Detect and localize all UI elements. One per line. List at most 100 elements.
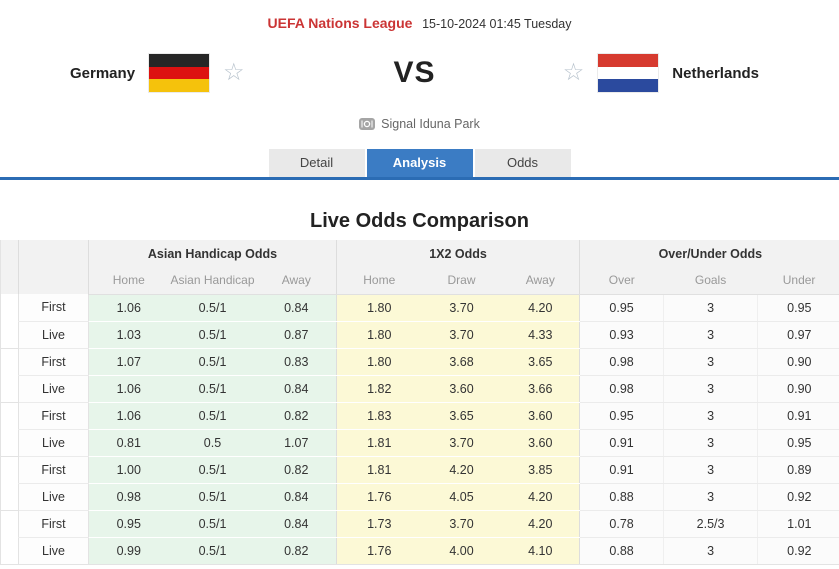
live-odds-table: Asian Handicap Odds 1X2 Odds Over/Under …: [0, 240, 839, 565]
away-favorite-star-icon[interactable]: ☆: [562, 59, 585, 86]
odds-value: 0.95: [579, 294, 665, 322]
col-1x2-away: Away: [501, 267, 580, 295]
teams-row: Germany ☆ VS ☆ Netherlands: [0, 51, 839, 95]
odds-value: 3.65: [501, 348, 580, 376]
bookmaker-cell: [0, 348, 19, 403]
odds-value: 0.95: [757, 429, 839, 457]
row-type-header: [18, 240, 89, 294]
odds-value: 3: [663, 456, 759, 484]
odds-row-live: Live 0.81 0.5 1.07 1.81 3.70 3.60 0.91 3 0.95: [1, 429, 839, 457]
row-type-label: First: [18, 456, 89, 484]
tab-bar: Detail Analysis Odds: [0, 149, 839, 177]
odds-value: 1.00: [88, 456, 169, 484]
col-1x2-home: Home: [336, 267, 422, 295]
stadium-icon: [359, 117, 376, 131]
group-header-asian-handicap: Asian Handicap Odds: [88, 240, 337, 267]
col-ou-goals: Goals: [663, 267, 758, 295]
odds-value: 1.80: [336, 348, 422, 376]
odds-value: 1.06: [88, 375, 169, 403]
odds-value: 1.76: [336, 483, 422, 511]
odds-value: 0.5/1: [168, 294, 257, 322]
odds-row-first: First 1.06 0.5/1 0.82 1.83 3.65 3.60 0.95 3 0.91: [0, 402, 839, 457]
odds-value: 0.98: [88, 483, 169, 511]
odds-value: 1.73: [336, 510, 422, 538]
odds-value: 3.70: [421, 294, 502, 322]
col-ah-handicap: Asian Handicap: [168, 267, 257, 295]
odds-value: 0.84: [256, 483, 337, 511]
odds-value: 4.20: [501, 510, 580, 538]
home-team: Germany ☆: [70, 54, 245, 93]
row-type-label: First: [18, 294, 89, 322]
odds-value: 3.70: [421, 321, 502, 349]
sub-header-row: Home Asian Handicap Away Home Draw Away …: [1, 267, 839, 295]
odds-value: 0.95: [757, 294, 839, 322]
odds-value: 0.78: [579, 510, 665, 538]
odds-value: 0.5: [168, 429, 257, 457]
odds-value: 0.91: [757, 402, 839, 430]
tab-analysis[interactable]: Analysis: [366, 149, 473, 177]
tab-divider: [0, 177, 839, 180]
bookmaker-cell: [0, 402, 19, 457]
odds-value: 4.00: [421, 537, 502, 565]
bookmaker-header: [0, 240, 19, 294]
odds-row-live: Live 1.06 0.5/1 0.84 1.82 3.60 3.66 0.98 3 0.90: [1, 375, 839, 403]
odds-value: 3.66: [501, 375, 580, 403]
home-favorite-star-icon[interactable]: ☆: [223, 59, 245, 86]
odds-value: 1.83: [336, 402, 422, 430]
odds-value: 1.06: [88, 294, 169, 322]
col-ah-home: Home: [88, 267, 169, 295]
odds-value: 1.07: [88, 348, 169, 376]
vs-label: VS: [393, 56, 436, 89]
odds-value: 0.90: [757, 375, 839, 403]
odds-value: 0.84: [256, 375, 337, 403]
tab-detail[interactable]: Detail: [268, 149, 365, 177]
row-type-label: Live: [18, 375, 89, 403]
odds-value: 0.99: [88, 537, 169, 565]
odds-value: 0.5/1: [168, 348, 257, 376]
odds-value: 0.87: [256, 321, 337, 349]
odds-value: 0.82: [256, 402, 337, 430]
group-header-over-under: Over/Under Odds: [579, 240, 839, 267]
odds-value: 0.98: [579, 348, 665, 376]
odds-value: 3.60: [421, 375, 502, 403]
row-type-label: First: [18, 402, 89, 430]
odds-value: 1.82: [336, 375, 422, 403]
odds-row-first: First 0.95 0.5/1 0.84 1.73 3.70 4.20 0.78 2.5/3 1…: [0, 510, 839, 565]
section-title: Live Odds Comparison: [310, 210, 529, 232]
netherlands-flag-icon: [598, 54, 659, 93]
odds-row-live: Live 0.98 0.5/1 0.84 1.76 4.05 4.20 0.88 3 0.92: [1, 483, 839, 511]
odds-value: 3: [663, 294, 759, 322]
away-team-name: Netherlands: [672, 64, 759, 82]
row-type-label: Live: [18, 537, 89, 565]
row-type-label: Live: [18, 483, 89, 511]
odds-value: 0.90: [757, 348, 839, 376]
odds-table-body: First 1.06 0.5/1 0.84 1.80 3.70 4.20 0.95 3 0.95 L…: [0, 294, 839, 565]
odds-value: 4.20: [501, 483, 580, 511]
odds-value: 1.03: [88, 321, 169, 349]
odds-value: 3: [663, 537, 759, 565]
col-ou-under: Under: [757, 267, 839, 295]
odds-value: 2.5/3: [663, 510, 759, 538]
odds-value: 0.88: [579, 537, 665, 565]
odds-value: 0.92: [757, 483, 839, 511]
odds-value: 0.5/1: [168, 321, 257, 349]
odds-value: 3: [663, 402, 759, 430]
odds-value: 0.84: [256, 294, 337, 322]
col-ah-away: Away: [256, 267, 337, 295]
bookmaker-cell: [0, 456, 19, 511]
odds-value: 3.70: [421, 429, 502, 457]
row-type-label: First: [18, 348, 89, 376]
odds-value: 3: [663, 375, 759, 403]
odds-row-live: Live 0.99 0.5/1 0.82 1.76 4.00 4.10 0.88 3 0.92: [1, 537, 839, 565]
odds-value: 4.20: [421, 456, 502, 484]
bookmaker-cell: [0, 510, 19, 565]
odds-value: 3.65: [421, 402, 502, 430]
odds-value: 0.98: [579, 375, 665, 403]
tab-odds[interactable]: Odds: [474, 149, 571, 177]
odds-value: 3.68: [421, 348, 502, 376]
odds-value: 0.92: [757, 537, 839, 565]
match-datetime: 15-10-2024 01:45 Tuesday: [422, 17, 572, 31]
odds-value: 3.60: [501, 429, 580, 457]
odds-value: 1.76: [336, 537, 422, 565]
odds-value: 0.83: [256, 348, 337, 376]
